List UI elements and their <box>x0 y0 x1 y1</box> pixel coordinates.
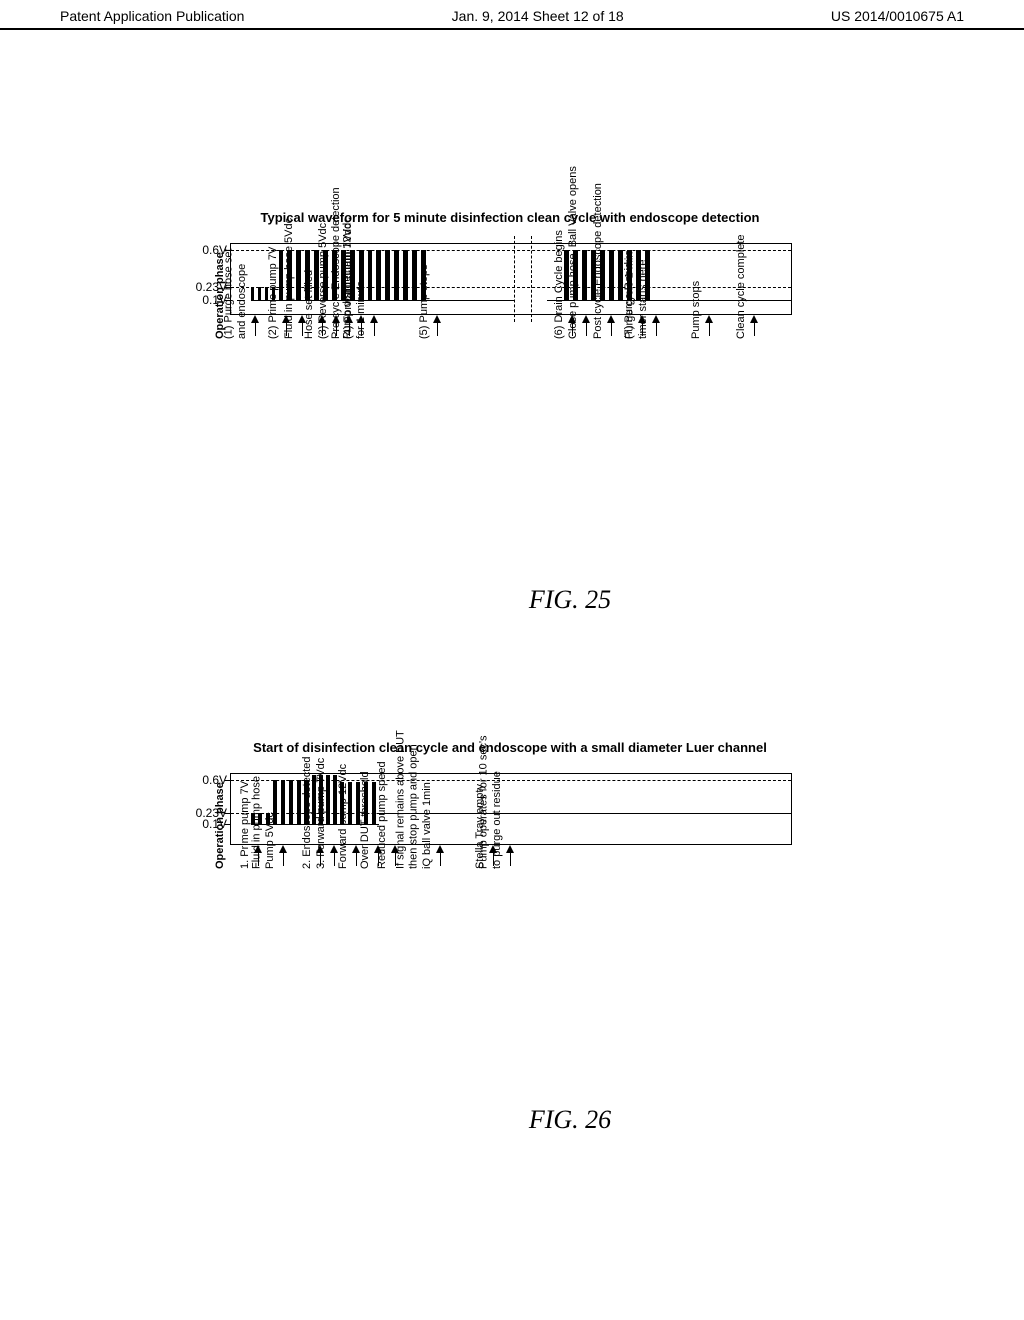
callout-label: Over DUT threshold <box>359 771 372 869</box>
callout-label: Operation phase <box>214 782 227 869</box>
header-right: US 2014/0010675 A1 <box>831 8 964 24</box>
callout-label: (3) Reverse pump 5Vdc <box>317 223 330 339</box>
callout-label: Purge cycle 1 mintimer starts here <box>623 252 649 339</box>
fig26-label: FIG. 26 <box>310 1105 830 1135</box>
callout-label: Reduced pump speed <box>376 761 389 869</box>
callout-label: Pump disinfectant 12Vdcfor 1 minute <box>342 217 368 339</box>
callout-label: Forward pump 12Vdc <box>337 764 350 869</box>
callout-label: Clean cycle complete <box>734 234 747 339</box>
callout-label: (1) Purge hose setand endoscope <box>223 249 249 340</box>
callout-label: Pump stops <box>690 281 703 339</box>
header-left: Patent Application Publication <box>60 8 244 24</box>
callout-label: Close pump hose, Ball Valve opens <box>566 166 579 339</box>
header-center: Jan. 9, 2014 Sheet 12 of 18 <box>452 8 624 24</box>
callout-label: (6) Drain Cycle begins <box>552 230 565 339</box>
callout-label: 3. Forward pump 7Vdc <box>314 758 327 869</box>
callout-label: Hose set filled <box>303 270 316 339</box>
callout-label: (2) Prime pump 7V <box>267 247 280 339</box>
callout-label: (5) Pump stops <box>418 264 431 339</box>
callout-label: If signal remains above DUTthen stop pum… <box>394 730 434 869</box>
fig25-label: FIG. 25 <box>310 585 830 615</box>
callout-label: Post cycle Endoscope detection <box>592 183 605 339</box>
callout-label: Pump operates for 10 sec'sto purge out r… <box>478 735 504 869</box>
callout-label: Fluid in pump hose 5Vdc <box>282 218 295 339</box>
patent-header: Patent Application Publication Jan. 9, 2… <box>0 0 1024 30</box>
figure-26: Start of disinfection clean cycle and en… <box>170 740 830 1135</box>
figure-25: Typical waveform for 5 minute disinfecti… <box>170 210 830 615</box>
callout-label: Fluid in pump hosePump 5Vdc <box>251 776 277 869</box>
callout-label: 2. Endoscope detected <box>300 756 313 869</box>
fig26-title: Start of disinfection clean cycle and en… <box>190 740 830 755</box>
